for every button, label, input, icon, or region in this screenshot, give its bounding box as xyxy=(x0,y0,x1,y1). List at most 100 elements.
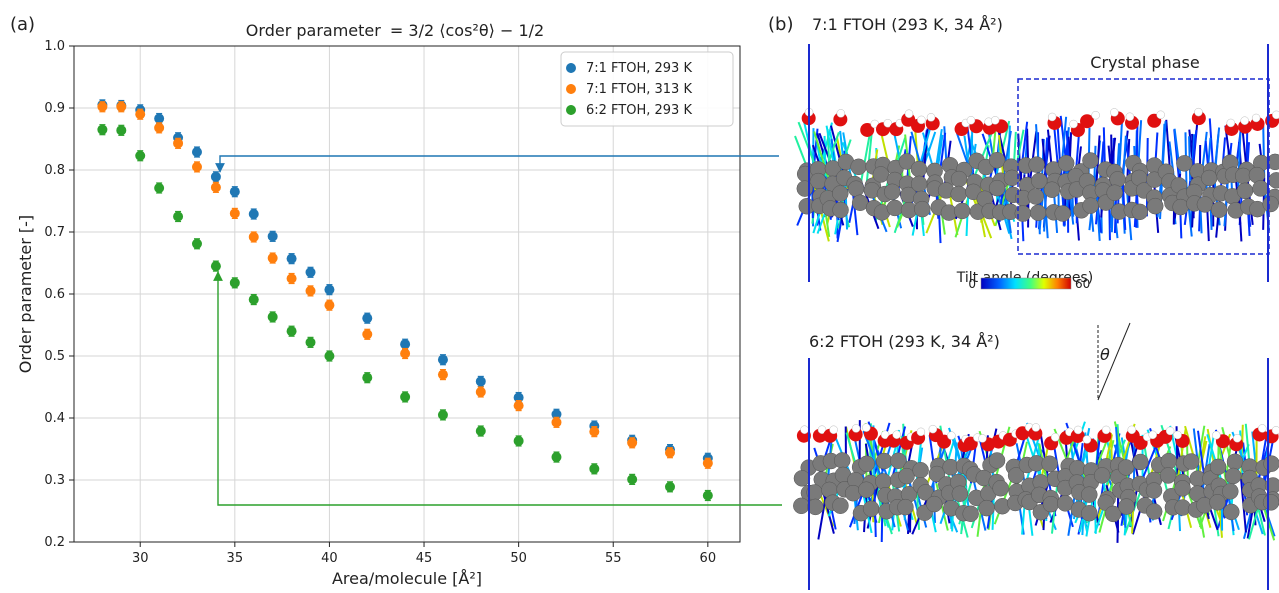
carbon-bead xyxy=(883,183,901,201)
data-point xyxy=(475,386,486,397)
carbon-bead xyxy=(1174,480,1191,497)
carbon-bead xyxy=(858,481,875,498)
carbon-bead xyxy=(1082,152,1099,169)
carbon-bead xyxy=(988,452,1006,469)
data-point xyxy=(286,273,297,284)
carbon-bead xyxy=(1196,196,1214,213)
data-point xyxy=(229,186,240,197)
carbon-bead xyxy=(810,172,827,190)
carbon-bead xyxy=(833,452,851,469)
hydrogen-bead xyxy=(829,425,838,435)
carbon-bead xyxy=(914,200,931,218)
colorbar-max: 60 xyxy=(1075,277,1090,291)
carbon-bead xyxy=(992,479,1009,497)
legend-label: 6:2 FTOH, 293 K xyxy=(586,103,692,118)
carbon-bead xyxy=(1222,483,1239,500)
top-snapshot-title: 7:1 FTOH (293 K, 34 Å²) xyxy=(812,15,1003,34)
x-tick-label: 60 xyxy=(700,551,717,566)
carbon-bead xyxy=(847,180,865,197)
data-point xyxy=(551,417,562,428)
data-point xyxy=(324,351,335,361)
carbon-bead xyxy=(875,473,892,490)
y-tick-label: 0.3 xyxy=(44,473,65,488)
data-point xyxy=(627,437,638,448)
data-point xyxy=(173,138,184,149)
carbon-bead xyxy=(807,498,824,516)
carbon-bead xyxy=(1263,455,1279,472)
carbon-bead xyxy=(1176,155,1193,172)
carbon-bead xyxy=(988,179,1006,197)
data-point xyxy=(589,426,600,437)
carbon-bead xyxy=(910,175,928,193)
y-tick-label: 0.2 xyxy=(44,535,65,550)
carbon-bead xyxy=(1028,156,1045,173)
carbon-bead xyxy=(832,497,849,514)
carbon-bead xyxy=(1054,205,1071,222)
x-tick-label: 45 xyxy=(416,551,433,566)
tilt-vector-up xyxy=(1196,430,1206,479)
carbon-bead xyxy=(1081,504,1098,522)
oxygen-bead xyxy=(937,434,952,449)
hydrogen-bead xyxy=(1110,108,1119,117)
bottom-snapshot xyxy=(793,358,1279,590)
carbon-bead xyxy=(1200,169,1218,187)
carbon-bead xyxy=(1057,154,1075,172)
data-point xyxy=(400,339,411,350)
carbon-bead xyxy=(1236,182,1254,200)
carbon-bead xyxy=(1210,201,1228,218)
data-point xyxy=(173,211,184,222)
chart-title-text: Order parameter xyxy=(246,21,381,40)
carbon-bead xyxy=(898,467,915,485)
colorbar: Tilt angle (degrees) 0 60 xyxy=(956,268,1093,312)
connector-arrow-green xyxy=(213,271,782,506)
x-tick-label: 30 xyxy=(132,551,149,566)
carbon-bead xyxy=(1041,455,1058,472)
carbon-bead xyxy=(1106,184,1123,201)
hydrogen-bead xyxy=(1233,433,1242,443)
carbon-bead xyxy=(1118,498,1135,515)
hydrogen-bead xyxy=(1082,435,1092,444)
hydrogen-bead xyxy=(851,424,861,433)
carbon-bead xyxy=(926,495,943,513)
carbon-bead xyxy=(1160,452,1178,470)
data-point xyxy=(475,426,486,437)
data-point xyxy=(400,348,411,359)
data-point xyxy=(702,490,713,501)
carbon-bead xyxy=(1262,195,1279,213)
data-point xyxy=(248,294,259,305)
carbon-bead xyxy=(898,153,916,170)
y-tick-label: 0.7 xyxy=(44,225,65,240)
hydrogen-bead xyxy=(928,424,938,434)
carbon-bead xyxy=(1132,453,1149,471)
hydrogen-bead xyxy=(904,109,914,118)
theta-diagram: θ xyxy=(1097,322,1131,401)
carbon-bead xyxy=(1252,180,1269,197)
data-point xyxy=(513,400,524,411)
data-point xyxy=(210,171,221,182)
hydrogen-bead xyxy=(1173,430,1182,440)
carbon-bead xyxy=(1104,505,1122,523)
hydrogen-bead xyxy=(947,431,956,440)
data-point xyxy=(248,231,259,242)
x-tick-label: 40 xyxy=(321,551,338,566)
data-point xyxy=(305,267,316,278)
x-tick-label: 50 xyxy=(510,551,527,566)
oxygen-bead xyxy=(1080,114,1095,129)
data-point xyxy=(305,337,316,348)
carbon-bead xyxy=(1027,188,1045,205)
legend-label: 7:1 FTOH, 293 K xyxy=(586,61,692,76)
carbon-bead xyxy=(858,455,875,473)
panel-b-label: (b) xyxy=(768,14,793,35)
hydrogen-bead xyxy=(990,116,1000,125)
y-tick-label: 0.4 xyxy=(44,411,65,426)
data-point xyxy=(267,253,278,264)
tilt-vector-up xyxy=(865,127,874,182)
carbon-bead xyxy=(1159,467,1177,484)
carbon-bead xyxy=(1057,495,1074,512)
hydrogen-bead xyxy=(1148,430,1157,440)
y-tick-label: 0.8 xyxy=(44,163,65,178)
series-1 xyxy=(97,101,713,469)
data-point xyxy=(286,326,297,337)
carbon-bead xyxy=(1014,205,1032,222)
hydrogen-bead xyxy=(917,115,926,125)
